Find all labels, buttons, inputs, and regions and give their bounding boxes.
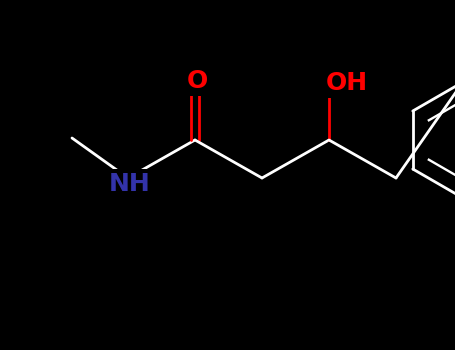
Text: NH: NH [109, 172, 151, 196]
Text: OH: OH [326, 71, 368, 95]
Text: O: O [187, 69, 207, 93]
